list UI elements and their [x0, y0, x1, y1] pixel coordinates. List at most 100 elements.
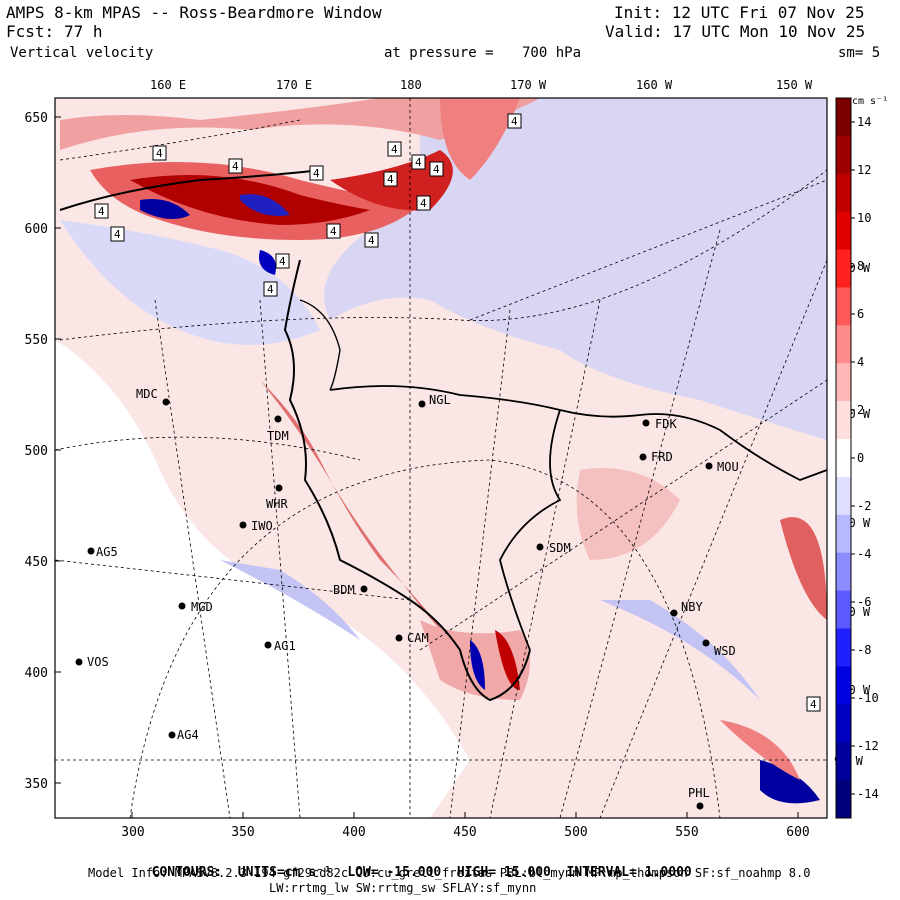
contour-label: 4: [330, 225, 337, 238]
contour-label: 4: [415, 156, 422, 169]
bottom-axis-label: 500: [564, 825, 587, 840]
left-axis-label: 400: [25, 666, 48, 681]
svg-text:VOS: VOS: [87, 655, 109, 669]
colorbar-tick-label: -6: [857, 595, 871, 609]
top-lon-label: 160 E: [150, 78, 186, 92]
bottom-axis-label: 300: [121, 825, 144, 840]
top-lon-label: 160 W: [636, 78, 673, 92]
svg-text:FRD: FRD: [651, 450, 673, 464]
colorbar-swatch: [836, 401, 851, 440]
colorbar-swatch: [836, 211, 851, 251]
left-axis-label: 450: [25, 555, 48, 570]
station-nby: NBY: [670, 600, 703, 617]
station-whr: WHR: [266, 484, 288, 511]
contour-label: 4: [114, 228, 121, 241]
svg-text:WSD: WSD: [714, 644, 736, 658]
svg-text:MGD: MGD: [191, 600, 213, 614]
left-axis-label: 600: [25, 222, 48, 237]
colorbar-swatch: [836, 325, 851, 364]
interval-label: INTERVAL= 1.0000: [566, 865, 692, 880]
colorbar-tick-label: -10: [857, 691, 879, 705]
station-group: MDC TDM NGL FDK FRD MOU WHR IWO AG5 SDM …: [75, 387, 739, 810]
station-ag4: AG4: [168, 728, 199, 742]
footer-contours: CONTOURS: UNITS=cm s⁻¹ LOW= -15.000 HIGH…: [136, 850, 692, 880]
colorbar-tick-label: -4: [857, 547, 871, 561]
map-title: AMPS 8-km MPAS -- Ross-Beardmore Window: [6, 3, 382, 22]
colorbar-tick-label: 0: [857, 451, 864, 465]
forecast-label: Fcst:: [6, 22, 55, 41]
pressure-label: at pressure =: [384, 45, 494, 61]
colorbar-swatch: [836, 742, 851, 781]
svg-text:MOU: MOU: [717, 460, 739, 474]
colorbar-swatch: [836, 514, 851, 554]
bottom-axis-label: 550: [675, 825, 698, 840]
colorbar-tick-label: -2: [857, 499, 871, 513]
left-axis-label: 550: [25, 333, 48, 348]
init-time: Init: 12 UTC Fri 07 Nov 25: [614, 3, 865, 22]
contour-label: 4: [420, 197, 427, 210]
svg-text:MDC: MDC: [136, 387, 158, 401]
station-ag5: AG5: [87, 545, 118, 559]
left-axis-label: 650: [25, 111, 48, 126]
left-axis-label: 500: [25, 444, 48, 459]
colorbar: [835, 97, 852, 819]
svg-text:FDK: FDK: [655, 417, 677, 431]
colorbar-swatch: [836, 363, 851, 402]
svg-text:AG1: AG1: [274, 639, 296, 653]
colorbar-tick-label: 6: [857, 307, 864, 321]
top-lon-label: 170 E: [276, 78, 312, 92]
contour-label: 4: [156, 147, 163, 160]
map-panel: [55, 98, 827, 818]
units-label: UNITS=cm s⁻¹: [237, 865, 332, 880]
station-vos: VOS: [75, 655, 109, 669]
contour-label: 4: [267, 283, 274, 296]
contour-label: 4: [313, 167, 320, 180]
contour-label-group: 4 4 4 4 4 4 4 4 4 4 4 4 4 4 4 4: [94, 113, 821, 712]
colorbar-swatch: [836, 590, 851, 630]
svg-text:CAM: CAM: [407, 631, 429, 645]
top-lon-label: 170 W: [510, 78, 547, 92]
left-axis-label: 350: [25, 777, 48, 792]
contour-label: 4: [387, 173, 394, 186]
svg-text:BDM: BDM: [333, 583, 355, 597]
svg-text:NBY: NBY: [681, 600, 703, 614]
svg-text:AG4: AG4: [177, 728, 199, 742]
top-lon-label: 150 W: [776, 78, 813, 92]
station-mgd: MGD: [178, 600, 213, 614]
contour-label: 4: [232, 160, 239, 173]
station-ngl: NGL: [418, 393, 451, 408]
contour-label: 4: [433, 163, 440, 176]
valid-time: Valid: 17 UTC Mon 10 Nov 25: [605, 22, 866, 41]
colorbar-tick-label: 12: [857, 163, 871, 177]
colorbar-units: cm s⁻¹: [852, 96, 888, 107]
pressure-value: 700 hPa: [522, 45, 582, 61]
station-phl: PHL: [688, 786, 710, 810]
contours-label: CONTOURS:: [151, 865, 223, 880]
smoothing-label: sm= 5: [838, 45, 881, 61]
station-bdm: BDM: [333, 583, 368, 597]
colorbar-swatch: [836, 173, 851, 213]
field-name: Vertical velocity: [10, 45, 154, 61]
model-info-line2: LW:rrtmg_lw SW:rrtmg_sw SFLAY:sf_mynn: [269, 881, 537, 895]
colorbar-swatch: [836, 476, 851, 516]
top-lon-label: 180: [400, 78, 422, 92]
colorbar-tick-label: -8: [857, 643, 871, 657]
station-wsd: WSD: [702, 639, 736, 658]
colorbar-swatch: [836, 439, 851, 478]
station-ag1: AG1: [264, 639, 296, 653]
station-mou: MOU: [705, 460, 739, 474]
colorbar-tick-label: -14: [857, 787, 879, 801]
svg-text:IWO: IWO: [251, 519, 273, 533]
colorbar-swatch: [836, 135, 851, 175]
contour-label: 4: [279, 255, 286, 268]
colorbar-swatch: [836, 98, 851, 137]
colorbar-tick-label: -12: [857, 739, 879, 753]
colorbar-ticks: 14 12 10 8 6 4 2 0 -2 -4 -6 -8 -10 -12 -14: [851, 115, 879, 801]
colorbar-tick-label: 8: [857, 259, 864, 273]
svg-text:WHR: WHR: [266, 497, 288, 511]
bottom-axis-label: 350: [231, 825, 254, 840]
colorbar-swatch: [836, 666, 851, 705]
bottom-axis-label: 600: [786, 825, 809, 840]
contour-label: 4: [368, 234, 375, 247]
